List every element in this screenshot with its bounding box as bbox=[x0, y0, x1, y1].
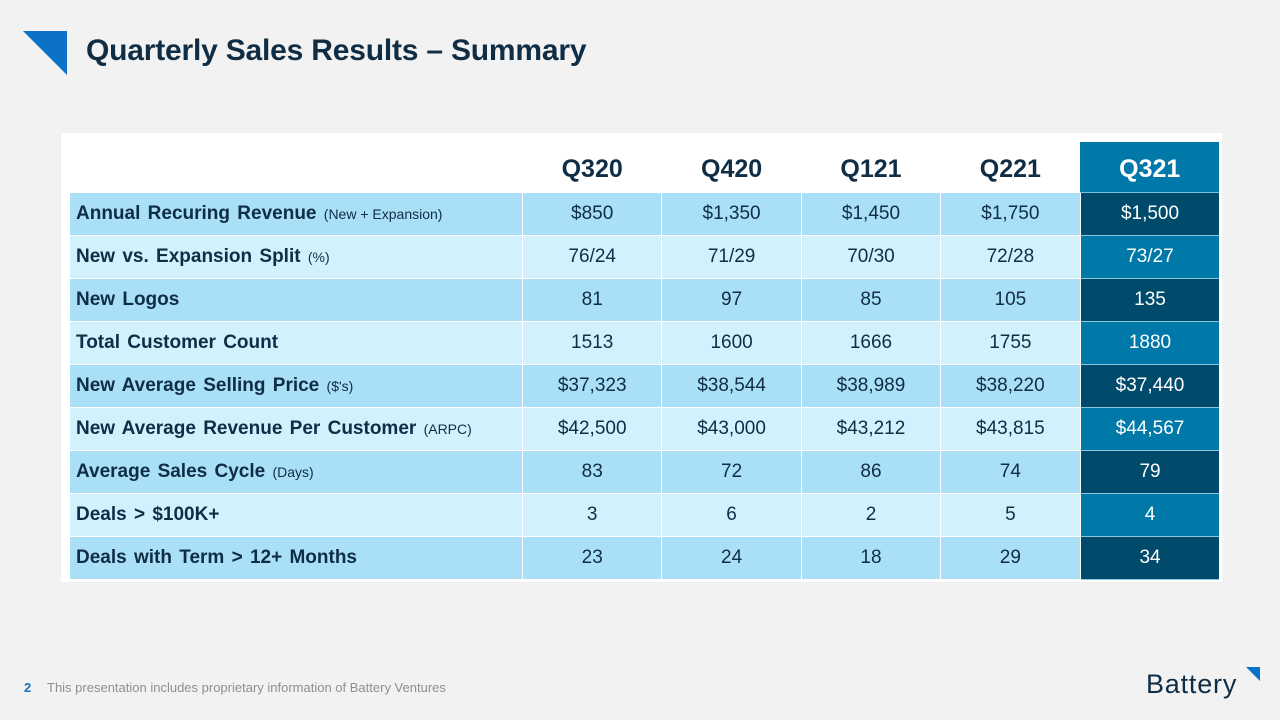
table-row: Deals > $100K+ 3 6 2 5 4 bbox=[69, 493, 1220, 537]
column-header: Q320 bbox=[522, 142, 662, 193]
row-label: Deals with Term > 12+ Months bbox=[76, 547, 358, 568]
corner-triangle-icon bbox=[23, 31, 67, 75]
value-cell: 23 bbox=[521, 536, 663, 580]
value-cell-current: $44,567 bbox=[1079, 407, 1220, 451]
value-cell: $38,989 bbox=[800, 364, 942, 408]
row-label: New Average Selling Price bbox=[76, 375, 320, 396]
value-cell-current: 79 bbox=[1079, 450, 1220, 494]
column-header: Q121 bbox=[801, 142, 941, 193]
value-cell: $1,450 bbox=[800, 192, 942, 236]
value-cell: $43,815 bbox=[940, 407, 1081, 451]
value-cell: 72/28 bbox=[940, 235, 1081, 279]
column-header: Q420 bbox=[661, 142, 802, 193]
row-label-note: ($'s) bbox=[326, 378, 354, 394]
value-cell: 5 bbox=[940, 493, 1081, 537]
value-cell: $38,544 bbox=[661, 364, 802, 408]
row-label: Average Sales Cycle bbox=[76, 461, 266, 482]
summary-card: Q320 Q420 Q121 Q221 Q321 Annual Recuring… bbox=[61, 133, 1222, 582]
row-label: Annual Recuring Revenue bbox=[76, 203, 317, 224]
value-cell-current: $1,500 bbox=[1079, 192, 1220, 236]
value-cell: 86 bbox=[800, 450, 942, 494]
table-row: New Average Selling Price ($'s) $37,323 $3… bbox=[69, 364, 1220, 408]
row-label-cell: New vs. Expansion Split (%) bbox=[69, 235, 523, 279]
row-label-cell: Average Sales Cycle (Days) bbox=[69, 450, 523, 494]
value-cell: 71/29 bbox=[661, 235, 802, 279]
table-row: Total Customer Count 1513 1600 1666 1755 1880 bbox=[69, 321, 1220, 365]
row-label-cell: Deals with Term > 12+ Months bbox=[69, 536, 523, 580]
value-cell: 97 bbox=[661, 278, 802, 322]
row-label-cell: New Average Selling Price ($'s) bbox=[69, 364, 523, 408]
value-cell: 18 bbox=[800, 536, 942, 580]
row-label-cell: New Average Revenue Per Customer (ARPC) bbox=[69, 407, 523, 451]
value-cell: 1666 bbox=[800, 321, 942, 365]
row-label: New Logos bbox=[76, 289, 180, 310]
value-cell: 6 bbox=[661, 493, 802, 537]
value-cell: 83 bbox=[521, 450, 663, 494]
column-header: Q221 bbox=[940, 142, 1081, 193]
value-cell: $43,212 bbox=[800, 407, 942, 451]
table-row: Deals with Term > 12+ Months 23 24 18 29 34 bbox=[69, 536, 1220, 580]
value-cell: 2 bbox=[800, 493, 942, 537]
row-label-note: (ARPC) bbox=[423, 421, 472, 437]
value-cell: 1755 bbox=[940, 321, 1081, 365]
table-row: Average Sales Cycle (Days) 83 72 86 74 79 bbox=[69, 450, 1220, 494]
value-cell-current: $37,440 bbox=[1079, 364, 1220, 408]
column-header-current: Q321 bbox=[1080, 142, 1220, 193]
table-row: New Average Revenue Per Customer (ARPC) $… bbox=[69, 407, 1220, 451]
sales-summary-table: Q320 Q420 Q121 Q221 Q321 Annual Recuring… bbox=[69, 142, 1220, 580]
slide-title: Quarterly Sales Results – Summary bbox=[86, 34, 587, 67]
value-cell-current: 73/27 bbox=[1079, 235, 1220, 279]
value-cell-current: 1880 bbox=[1079, 321, 1220, 365]
row-label-note: (Days) bbox=[272, 464, 314, 480]
brand-logo-text: Battery bbox=[1146, 669, 1238, 699]
row-label: Deals > $100K+ bbox=[76, 504, 220, 525]
value-cell: 72 bbox=[661, 450, 802, 494]
value-cell: $850 bbox=[521, 192, 663, 236]
value-cell: $1,750 bbox=[940, 192, 1081, 236]
value-cell: 1600 bbox=[661, 321, 802, 365]
row-label-cell: Total Customer Count bbox=[69, 321, 523, 365]
row-label-cell: Deals > $100K+ bbox=[69, 493, 523, 537]
header-empty-cell bbox=[69, 142, 523, 193]
value-cell-current: 4 bbox=[1079, 493, 1220, 537]
value-cell: 24 bbox=[661, 536, 802, 580]
row-label-note: (%) bbox=[307, 249, 330, 265]
value-cell: $1,350 bbox=[661, 192, 802, 236]
value-cell: 1513 bbox=[521, 321, 663, 365]
value-cell: $37,323 bbox=[521, 364, 663, 408]
row-label-note: (New + Expansion) bbox=[323, 206, 443, 222]
table-row: Annual Recuring Revenue (New + Expansion… bbox=[69, 192, 1220, 236]
row-label: Total Customer Count bbox=[76, 332, 279, 353]
row-label-cell: Annual Recuring Revenue (New + Expansion… bbox=[69, 192, 523, 236]
brand-triangle-icon bbox=[1246, 667, 1260, 681]
row-label-cell: New Logos bbox=[69, 278, 523, 322]
value-cell-current: 135 bbox=[1079, 278, 1220, 322]
value-cell: 70/30 bbox=[800, 235, 942, 279]
value-cell: 3 bbox=[521, 493, 663, 537]
row-label: New Average Revenue Per Customer bbox=[76, 418, 417, 439]
value-cell: 81 bbox=[521, 278, 663, 322]
footer-disclaimer: This presentation includes proprietary i… bbox=[47, 680, 446, 695]
value-cell: $38,220 bbox=[940, 364, 1081, 408]
value-cell: 85 bbox=[800, 278, 942, 322]
value-cell: 105 bbox=[940, 278, 1081, 322]
table-row: New Logos 81 97 85 105 135 bbox=[69, 278, 1220, 322]
value-cell: 76/24 bbox=[521, 235, 663, 279]
row-label: New vs. Expansion Split bbox=[76, 246, 301, 267]
value-cell-current: 34 bbox=[1079, 536, 1220, 580]
page-number: 2 bbox=[24, 680, 32, 695]
value-cell: 74 bbox=[940, 450, 1081, 494]
value-cell: $42,500 bbox=[521, 407, 663, 451]
table-row: New vs. Expansion Split (%) 76/24 71/29 70/… bbox=[69, 235, 1220, 279]
table-header-row: Q320 Q420 Q121 Q221 Q321 bbox=[69, 142, 1220, 193]
value-cell: 29 bbox=[940, 536, 1081, 580]
value-cell: $43,000 bbox=[661, 407, 802, 451]
